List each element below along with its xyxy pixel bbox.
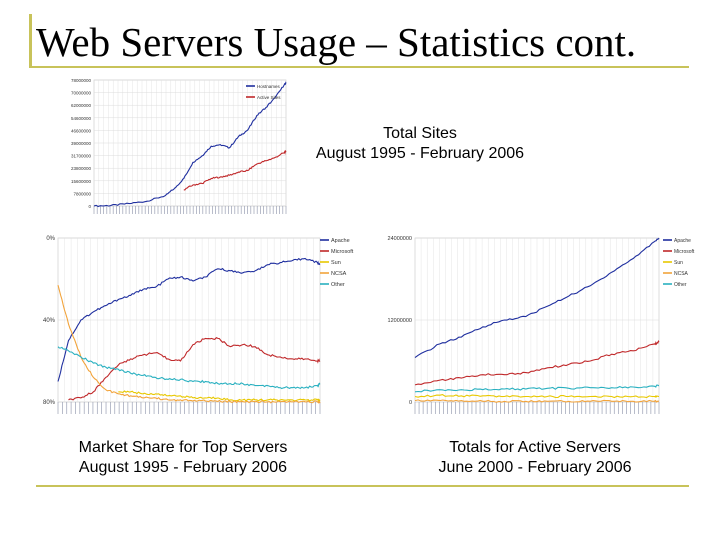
series-line bbox=[68, 337, 321, 401]
legend-label: Microsoft bbox=[674, 249, 695, 255]
series-line bbox=[118, 390, 321, 403]
y-tick-label: 15600000 bbox=[71, 179, 92, 184]
y-tick-label: 80% bbox=[43, 400, 56, 406]
active-servers-chart: 24000000 12000000 0 Apache Microsoft Sun NCSA O… bbox=[373, 232, 698, 422]
series-line bbox=[57, 284, 321, 404]
series-line bbox=[414, 237, 660, 359]
title-underline bbox=[29, 66, 689, 68]
y-tick-label: 23800000 bbox=[71, 166, 92, 171]
y-tick-label: 7800000 bbox=[73, 191, 91, 196]
legend-label: Sun bbox=[674, 260, 683, 266]
series-line bbox=[414, 394, 659, 399]
y-tick-label: 0 bbox=[88, 204, 91, 209]
footer-rule bbox=[36, 485, 689, 487]
y-tick-label: 0% bbox=[46, 236, 55, 242]
market-share-chart: 0% 40% 80% Apache Microsoft Sun NCSA Other bbox=[30, 232, 363, 435]
legend-label: Sun bbox=[331, 260, 341, 266]
y-tick-label: 31700000 bbox=[71, 154, 92, 159]
series-line bbox=[183, 150, 287, 191]
y-tick-label: 24000000 bbox=[388, 236, 412, 242]
series-line bbox=[414, 340, 660, 386]
total-sites-chart: 7800000070000000620000005460000046600000… bbox=[50, 76, 292, 214]
y-tick-label: 40% bbox=[43, 318, 56, 324]
legend-label: NCSA bbox=[674, 271, 689, 277]
series-line bbox=[93, 81, 287, 208]
caption-line: August 1995 - February 2006 bbox=[315, 145, 525, 162]
caption-line: Market Share for Top Servers bbox=[78, 439, 288, 456]
caption-line: June 2000 - February 2006 bbox=[438, 459, 632, 476]
series-line bbox=[57, 257, 321, 382]
caption-line: Totals for Active Servers bbox=[449, 439, 621, 456]
caption-line: August 1995 - February 2006 bbox=[78, 459, 288, 476]
slide-title: Web Servers Usage – Statistics cont. bbox=[36, 19, 637, 65]
legend-label: Other bbox=[331, 282, 345, 288]
y-tick-label: 39000000 bbox=[71, 141, 92, 146]
legend-label: NCSA bbox=[331, 271, 347, 277]
series-line bbox=[414, 399, 660, 403]
series-line bbox=[414, 384, 660, 393]
y-tick-label: 54600000 bbox=[71, 116, 92, 121]
y-tick-label: 46600000 bbox=[71, 128, 92, 133]
y-tick-label: 12000000 bbox=[388, 318, 412, 324]
y-tick-label: 70000000 bbox=[71, 91, 92, 96]
series-line bbox=[57, 346, 321, 390]
total-sites-caption: Total Sites August 1995 - February 2006 bbox=[300, 124, 540, 164]
legend-label: Microsoft bbox=[331, 249, 354, 255]
legend-label: Active Sites bbox=[257, 95, 281, 100]
y-tick-label: 78000000 bbox=[71, 78, 92, 83]
legend-label: Other bbox=[674, 282, 687, 288]
legend-label: Hostnames bbox=[257, 84, 281, 89]
legend-label: Apache bbox=[331, 238, 350, 244]
active-servers-caption: Totals for Active Servers June 2000 - Fe… bbox=[400, 438, 670, 478]
title-accent-bar bbox=[29, 14, 32, 66]
legend-label: Apache bbox=[674, 238, 691, 244]
market-share-caption: Market Share for Top Servers August 1995… bbox=[48, 438, 318, 478]
y-tick-label: 0 bbox=[409, 400, 412, 406]
caption-line: Total Sites bbox=[383, 125, 457, 142]
y-tick-label: 62000000 bbox=[71, 103, 92, 108]
